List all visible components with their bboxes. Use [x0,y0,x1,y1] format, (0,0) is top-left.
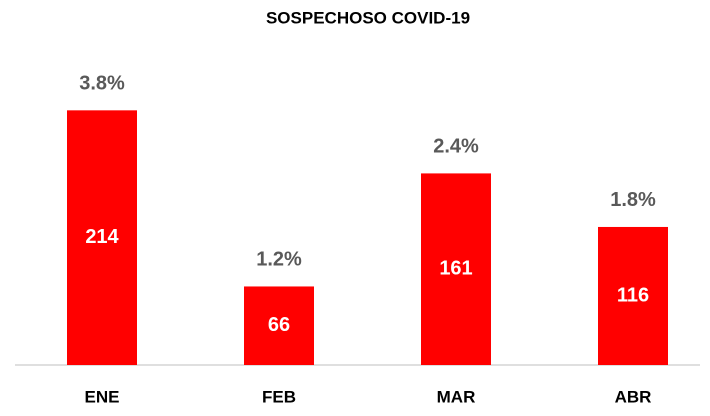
x-tick-label: MAR [437,387,476,406]
percent-label: 3.8% [79,73,125,95]
x-tick-label: ENE [85,387,120,406]
percent-label: 1.2% [256,249,302,271]
value-label: 66 [268,314,290,336]
percent-label: 1.8% [610,189,656,211]
chart-title: SOSPECHOSO COVID-19 [266,8,470,27]
value-label: 214 [85,226,119,248]
bar [598,226,668,365]
bar [244,286,314,365]
bar [67,110,137,365]
x-tick-label: ABR [615,387,652,406]
value-label: 161 [439,257,472,279]
percent-label: 2.4% [433,136,479,158]
x-tick-label: FEB [262,387,296,406]
bar [421,173,491,365]
value-label: 116 [617,284,649,306]
